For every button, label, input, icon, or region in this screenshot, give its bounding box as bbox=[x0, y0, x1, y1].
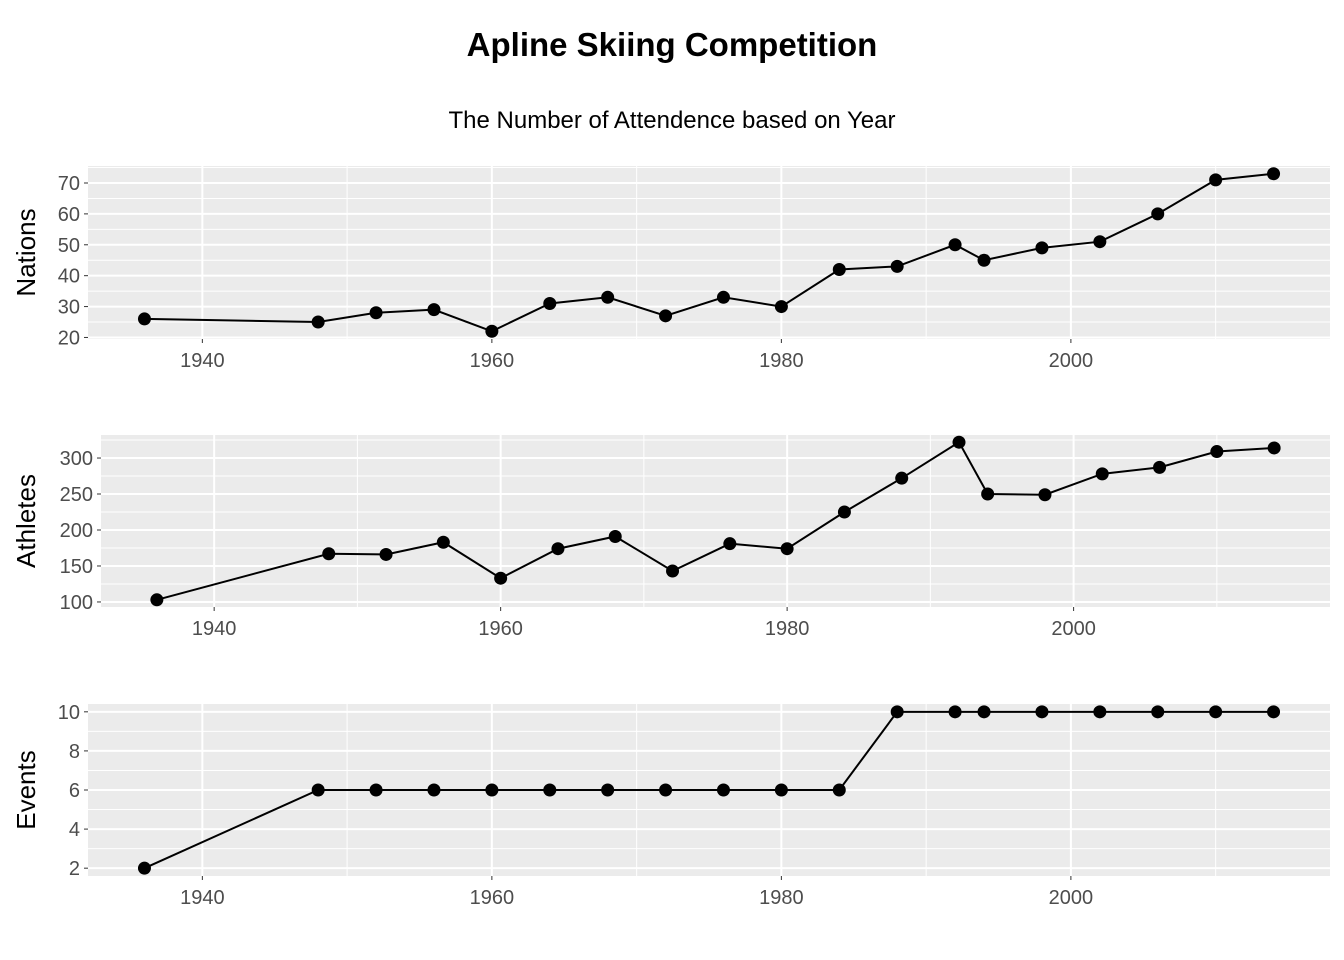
y-axis-title: Nations bbox=[11, 208, 41, 296]
data-point bbox=[427, 783, 441, 797]
data-point bbox=[427, 303, 441, 317]
panel-background bbox=[88, 166, 1330, 339]
x-tick-label: 1980 bbox=[765, 618, 810, 640]
data-point bbox=[369, 306, 383, 320]
data-point bbox=[948, 238, 962, 252]
data-point bbox=[832, 262, 846, 276]
data-point bbox=[659, 309, 673, 323]
data-point bbox=[1095, 467, 1109, 481]
data-point bbox=[150, 593, 164, 607]
data-point bbox=[666, 564, 680, 578]
data-point bbox=[1038, 488, 1052, 502]
data-point bbox=[716, 290, 730, 304]
data-point bbox=[1210, 445, 1224, 459]
data-point bbox=[436, 535, 450, 549]
data-point bbox=[895, 471, 909, 485]
y-tick-label: 20 bbox=[58, 327, 80, 349]
x-tick-label: 1980 bbox=[759, 350, 804, 372]
y-tick-label: 6 bbox=[69, 780, 80, 802]
data-point bbox=[608, 529, 622, 543]
data-point bbox=[977, 705, 991, 719]
y-tick-label: 300 bbox=[60, 448, 93, 470]
data-point bbox=[1209, 173, 1223, 187]
y-tick-label: 30 bbox=[58, 297, 80, 319]
data-point bbox=[1151, 207, 1165, 221]
x-tick-label: 2000 bbox=[1049, 350, 1094, 372]
data-point bbox=[494, 571, 508, 585]
y-tick-label: 10 bbox=[58, 702, 80, 724]
data-point bbox=[137, 861, 151, 875]
data-point bbox=[1209, 705, 1223, 719]
data-point bbox=[952, 435, 966, 449]
x-tick-label: 1980 bbox=[759, 887, 804, 909]
x-tick-label: 1940 bbox=[192, 618, 237, 640]
data-point bbox=[890, 705, 904, 719]
y-tick-label: 50 bbox=[58, 235, 80, 257]
y-axis-title: Events bbox=[11, 750, 41, 830]
panel-athletes: 1940 1960 1980 2000 100 150 200 250 300 Athletes bbox=[11, 435, 1330, 640]
panel-events: 1940 1960 1980 2000 2 4 6 8 10 Events bbox=[11, 702, 1330, 909]
panel-nations: 1940 1960 1980 2000 20 30 40 50 60 70 Nations bbox=[11, 166, 1330, 372]
data-point bbox=[774, 300, 788, 314]
data-point bbox=[1093, 705, 1107, 719]
y-tick-label: 4 bbox=[69, 819, 80, 841]
data-point bbox=[1267, 167, 1281, 181]
data-point bbox=[1035, 241, 1049, 255]
data-point bbox=[1267, 441, 1281, 455]
data-point bbox=[485, 324, 499, 338]
y-tick-label: 70 bbox=[58, 173, 80, 195]
y-tick-label: 8 bbox=[69, 741, 80, 763]
data-point bbox=[981, 487, 995, 501]
data-point bbox=[551, 542, 565, 556]
data-point bbox=[832, 783, 846, 797]
chart-subtitle: The Number of Attendence based on Year bbox=[448, 107, 896, 134]
data-point bbox=[543, 296, 557, 310]
x-tick-label: 1960 bbox=[470, 887, 515, 909]
data-point bbox=[601, 783, 615, 797]
chart-title: Apline Skiing Competition bbox=[466, 26, 878, 63]
x-tick-label: 1960 bbox=[470, 350, 515, 372]
y-tick-label: 60 bbox=[58, 204, 80, 226]
data-point bbox=[659, 783, 673, 797]
x-tick-label: 2000 bbox=[1051, 618, 1096, 640]
data-point bbox=[1267, 705, 1281, 719]
data-point bbox=[601, 290, 615, 304]
data-point bbox=[137, 312, 151, 326]
x-tick-label: 1960 bbox=[478, 618, 523, 640]
data-point bbox=[1093, 235, 1107, 249]
data-point bbox=[716, 783, 730, 797]
y-tick-label: 100 bbox=[60, 592, 93, 614]
data-point bbox=[780, 542, 794, 556]
data-point bbox=[485, 783, 499, 797]
y-tick-label: 200 bbox=[60, 520, 93, 542]
data-point bbox=[379, 547, 393, 561]
y-tick-label: 150 bbox=[60, 556, 93, 578]
data-point bbox=[723, 537, 737, 551]
panel-background bbox=[101, 435, 1330, 607]
data-point bbox=[369, 783, 383, 797]
data-point bbox=[774, 783, 788, 797]
x-tick-label: 1940 bbox=[180, 887, 225, 909]
data-point bbox=[977, 253, 991, 267]
x-tick-label: 2000 bbox=[1049, 887, 1094, 909]
data-point bbox=[543, 783, 557, 797]
y-tick-label: 2 bbox=[69, 858, 80, 880]
data-point bbox=[311, 315, 325, 329]
data-point bbox=[322, 547, 336, 561]
y-axis-title: Athletes bbox=[11, 474, 41, 568]
data-point bbox=[1035, 705, 1049, 719]
data-point bbox=[311, 783, 325, 797]
data-point bbox=[948, 705, 962, 719]
y-tick-label: 40 bbox=[58, 266, 80, 288]
data-point bbox=[890, 259, 904, 273]
x-tick-label: 1940 bbox=[180, 350, 225, 372]
data-point bbox=[1153, 460, 1167, 474]
data-point bbox=[1151, 705, 1165, 719]
data-point bbox=[837, 505, 851, 519]
y-tick-label: 250 bbox=[60, 484, 93, 506]
